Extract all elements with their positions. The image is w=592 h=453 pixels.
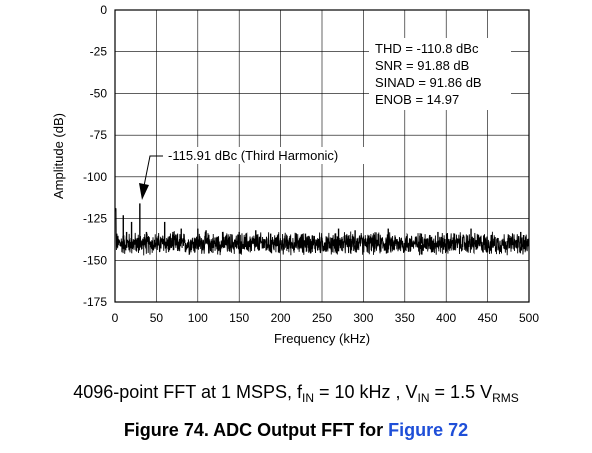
metrics-box: THD = -110.8 dBc SNR = 91.88 dB SINAD = … [369,38,511,110]
y-tick-label: -50 [90,86,108,100]
x-tick-label: 100 [188,311,208,325]
x-tick-label: 150 [229,311,249,325]
y-tick-label: -100 [83,170,107,184]
y-axis-label: Amplitude (dB) [51,113,66,199]
y-tick-label: -75 [90,128,108,142]
x-tick-labels: 0 50 100 150 200 250 300 350 400 450 500 [112,311,540,325]
x-tick-label: 500 [519,311,539,325]
metric-snr: SNR = 91.88 dB [375,58,469,73]
harmonic-label-background [164,147,374,164]
x-tick-label: 50 [150,311,164,325]
y-tick-label: -150 [83,253,107,267]
y-tick-labels: 0 -25 -50 -75 -100 -125 -150 -175 [83,3,107,309]
y-tick-label: -125 [83,212,107,226]
figure-caption: Figure 74. ADC Output FFT for Figure 72 [0,420,592,441]
x-tick-label: 450 [478,311,498,325]
rms-subscript: RMS [492,391,519,405]
metric-thd: THD = -110.8 dBc [375,41,479,56]
plot-frame [114,9,530,303]
metrics-box-background [369,38,511,110]
figure-subcaption: 4096-point FFT at 1 MSPS, fIN = 10 kHz ,… [0,382,592,405]
fin-subscript: IN [302,391,314,405]
y-tick-label: -175 [83,295,107,309]
x-tick-label: 0 [112,311,119,325]
y-tick-label: -25 [90,45,108,59]
metric-enob: ENOB = 14.97 [375,92,459,107]
x-tick-label: 400 [436,311,456,325]
x-tick-label: 300 [353,311,373,325]
y-tick-label: 0 [100,3,107,17]
x-tick-label: 350 [395,311,415,325]
figure-link[interactable]: Figure 72 [388,420,469,440]
subcaption-prefix: 4096-point FFT at 1 MSPS, f [73,382,302,402]
x-tick-label: 250 [312,311,332,325]
x-axis-label: Frequency (kHz) [274,331,370,346]
harmonic-leader-line [143,155,163,187]
metric-sinad: SINAD = 91.86 dB [375,75,482,90]
harmonic-label: -115.91 dBc (Third Harmonic) [168,148,338,163]
fft-chart: 0 -25 -50 -75 -100 -125 -150 -175 0 50 100 150 200 2… [51,3,540,346]
x-tick-label: 200 [271,311,291,325]
harmonic-arrowhead [139,183,149,200]
harmonic-annotation: -115.91 dBc (Third Harmonic) [139,147,374,200]
noise-floor-trace [114,207,530,256]
figure-caption-label: Figure 74. ADC Output FFT for [123,420,389,440]
fin-value: = 10 kHz , V [314,382,418,402]
vin-subscript: IN [417,391,430,405]
fft-trace [114,203,530,256]
vin-value: = 1.5 V [429,382,493,402]
